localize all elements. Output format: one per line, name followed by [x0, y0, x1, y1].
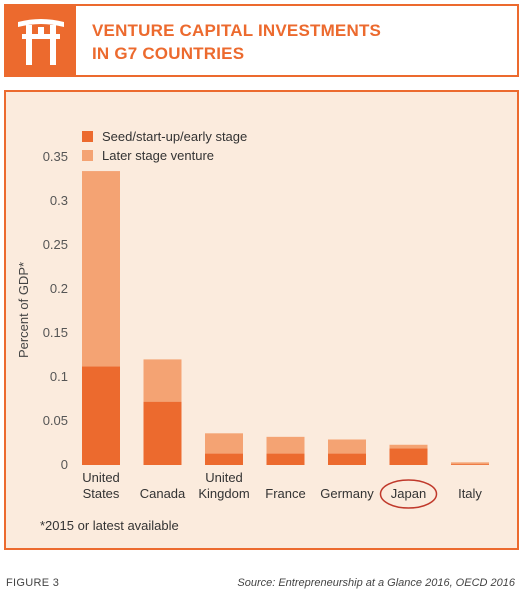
bar-united-kingdom-later-stage	[205, 433, 243, 454]
y-tick-label: 0.05	[43, 413, 68, 428]
header-bar: VENTURE CAPITAL INVESTMENTS IN G7 COUNTR…	[4, 4, 519, 77]
bar-chart: Seed/start-up/early stage Later stage ve…	[16, 129, 489, 509]
legend-label-early-stage: Seed/start-up/early stage	[102, 129, 247, 144]
title-line-1: VENTURE CAPITAL INVESTMENTS	[92, 21, 382, 40]
category-labels: United States Canada United Kingdom France Ger…	[82, 470, 482, 509]
figure-label: FIGURE 3	[6, 577, 60, 589]
y-tick-label: 0.25	[43, 237, 68, 252]
legend-swatch-early-stage	[82, 131, 93, 142]
y-axis-ticks: 0.35 0.3 0.25 0.2 0.15 0.1 0.05 0	[43, 149, 68, 472]
category-label: France	[265, 486, 305, 501]
category-label: Italy	[458, 486, 482, 501]
bar-germany-later-stage	[328, 439, 366, 454]
bar-canada-early-stage	[143, 401, 182, 465]
bars	[82, 171, 489, 465]
title-line-2: IN G7 COUNTRIES	[92, 44, 245, 63]
bar-united-states-early-stage	[82, 366, 120, 465]
category-label: Germany	[320, 486, 374, 501]
y-tick-label: 0	[61, 457, 68, 472]
chart-title: VENTURE CAPITAL INVESTMENTS IN G7 COUNTR…	[92, 19, 381, 65]
bar-italy-early-stage	[451, 464, 489, 465]
legend-swatch-later-stage	[82, 150, 93, 161]
y-tick-label: 0.1	[50, 369, 68, 384]
category-label: United Kingdom	[198, 470, 249, 501]
y-axis-label: Percent of GDP*	[16, 262, 31, 358]
bar-japan-later-stage	[389, 444, 428, 449]
y-tick-label: 0.3	[50, 193, 68, 208]
y-tick-label: 0.15	[43, 325, 68, 340]
bar-canada-later-stage	[143, 359, 182, 402]
bar-germany-early-stage	[328, 453, 366, 465]
bar-france-later-stage	[266, 436, 305, 454]
bar-italy-later-stage	[451, 462, 489, 465]
footnote: *2015 or latest available	[40, 518, 179, 533]
category-label: Canada	[140, 486, 186, 501]
bar-united-kingdom-early-stage	[205, 453, 243, 465]
legend-label-later-stage: Later stage venture	[102, 148, 214, 163]
highlight-ellipse	[379, 479, 438, 509]
category-label: United States	[82, 470, 120, 501]
category-label: Japan	[391, 486, 426, 501]
y-tick-label: 0.2	[50, 281, 68, 296]
y-tick-label: 0.35	[43, 149, 68, 164]
bar-france-early-stage	[266, 453, 305, 465]
legend: Seed/start-up/early stage Later stage ve…	[82, 129, 247, 163]
bar-japan-early-stage	[389, 448, 428, 465]
torii-gate-icon	[6, 6, 76, 75]
bar-united-states-later-stage	[82, 171, 120, 367]
source-note: Source: Entrepreneurship at a Glance 201…	[237, 577, 515, 589]
